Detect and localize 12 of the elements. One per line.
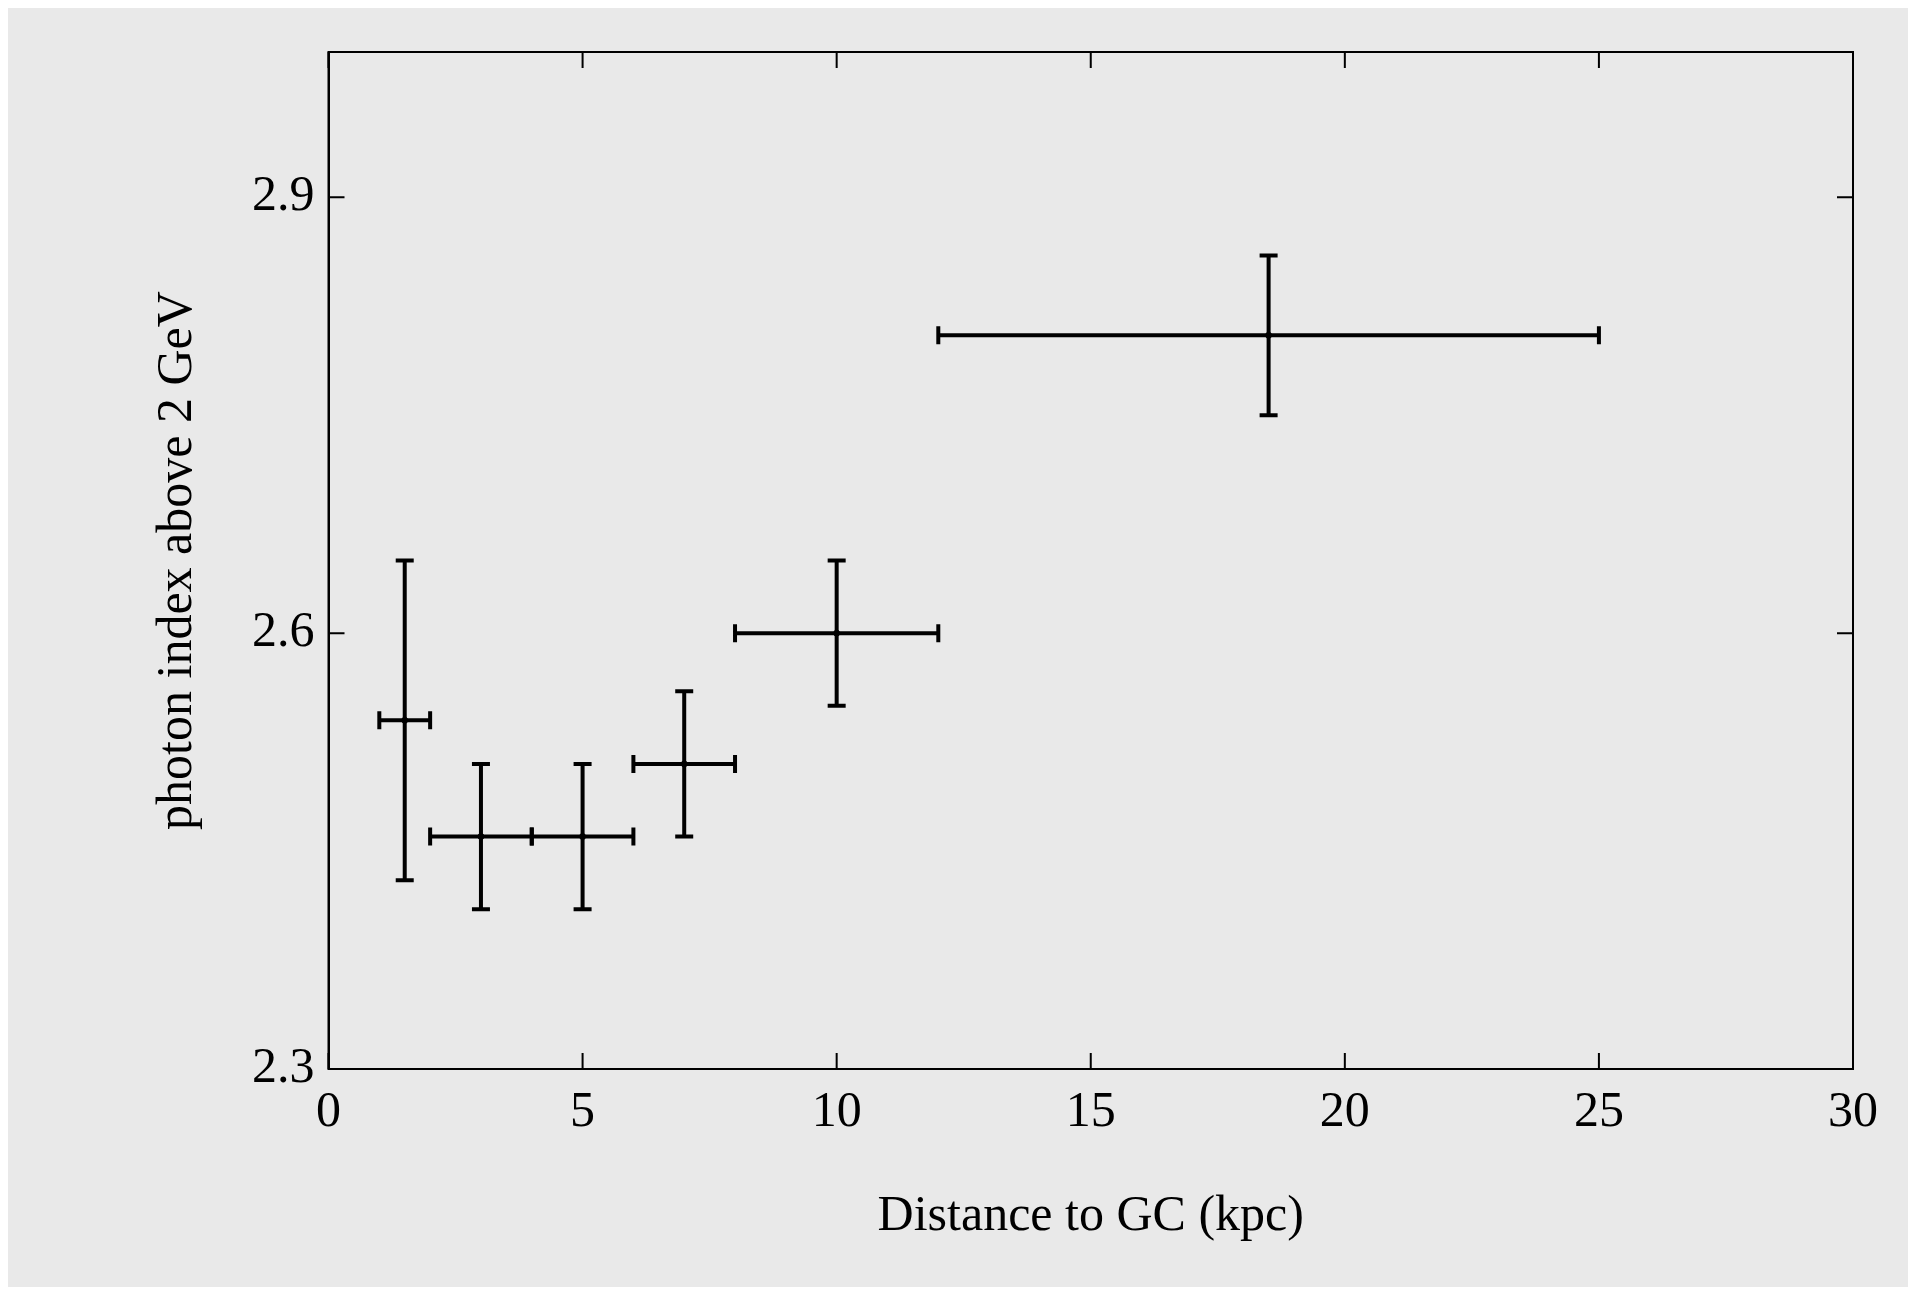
x-tick-label: 5 <box>570 1081 596 1138</box>
x-tick-label: 25 <box>1573 1081 1624 1138</box>
x-tick-label: 0 <box>316 1081 341 1138</box>
x-axis-title: Distance to GC (kpc) <box>877 1185 1304 1242</box>
y-tick-label: 2.9 <box>252 165 315 222</box>
x-tick-label: 30 <box>1828 1081 1878 1138</box>
x-tick-label: 20 <box>1319 1081 1370 1138</box>
y-tick-label: 2.6 <box>252 601 315 658</box>
x-tick-label: 15 <box>1065 1081 1116 1138</box>
y-tick-label: 2.3 <box>252 1037 315 1094</box>
y-axis-title: photon index above 2 GeV <box>146 291 203 830</box>
x-tick-label: 10 <box>811 1081 862 1138</box>
